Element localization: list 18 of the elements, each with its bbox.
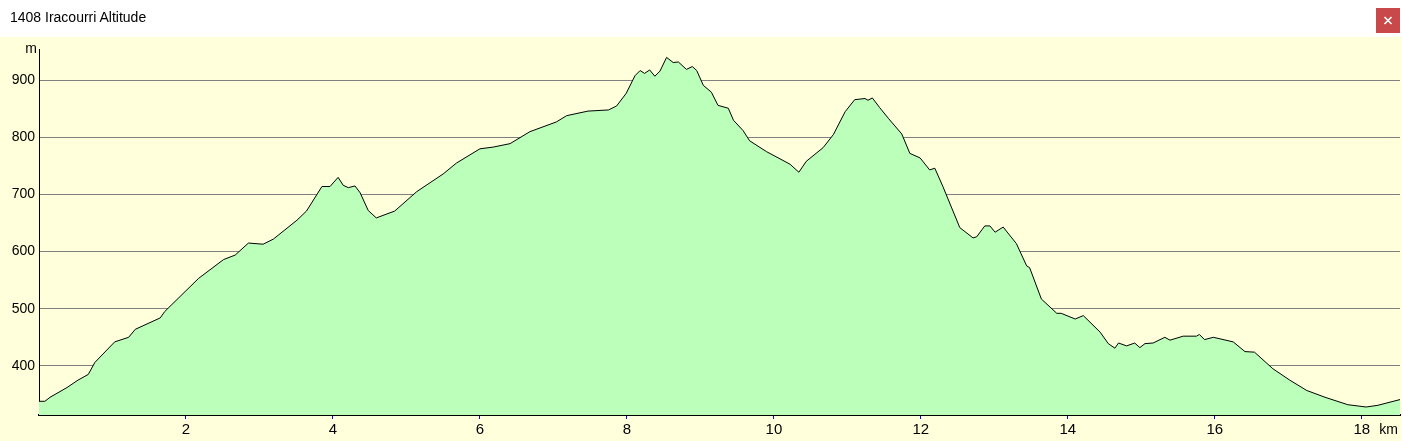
- x-tick-label: 12: [912, 420, 930, 438]
- x-tick-label: 14: [1059, 420, 1077, 438]
- x-tick-label: 16: [1206, 420, 1224, 438]
- y-tick-label: 400: [11, 356, 36, 373]
- x-tick-label: 18: [1353, 420, 1371, 438]
- x-tick-label: 6: [475, 420, 485, 438]
- y-tick-label: 600: [11, 242, 36, 259]
- x-tick-label: 4: [328, 420, 338, 438]
- y-tick-label: 800: [11, 128, 36, 145]
- x-tick-label: 2: [181, 420, 191, 438]
- x-tick-label: 8: [622, 420, 632, 438]
- x-axis-title: km: [1379, 420, 1398, 437]
- x-tick-label: 10: [765, 420, 783, 438]
- y-axis-title: m: [25, 39, 37, 56]
- y-tick-label: 500: [11, 299, 36, 316]
- y-tick-label: 900: [11, 71, 36, 88]
- chart-title: 1408 Iracourri Altitude: [10, 9, 147, 25]
- y-tick-label: 700: [11, 185, 36, 202]
